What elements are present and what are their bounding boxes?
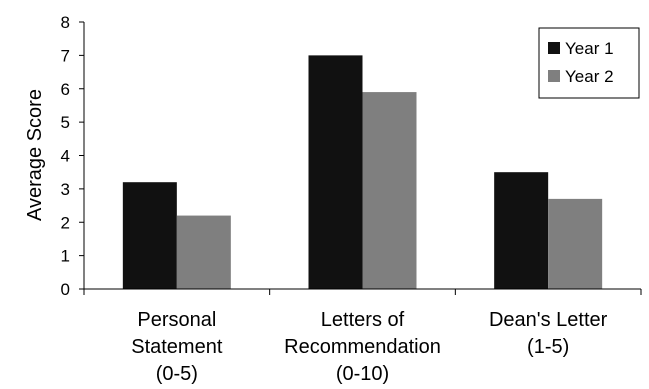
y-tick-label: 2 [61, 213, 70, 232]
y-tick-label: 6 [61, 80, 70, 99]
legend-label: Year 1 [565, 39, 614, 58]
legend-label: Year 2 [565, 67, 614, 86]
y-tick-label: 5 [61, 113, 70, 132]
y-tick-label: 8 [61, 13, 70, 32]
legend-swatch [548, 42, 560, 54]
y-tick-label: 4 [61, 147, 70, 166]
y-tick-label: 7 [61, 46, 70, 65]
y-tick-label: 0 [61, 280, 70, 299]
x-tick-label: Dean's Letter [489, 309, 608, 331]
y-axis: 0 1 2 3 4 5 6 7 8 [61, 13, 85, 299]
x-tick-label: (0-5) [156, 363, 198, 385]
bar-year-1 [122, 182, 177, 289]
x-tick-label: (1-5) [527, 336, 569, 358]
bar-year-2 [362, 92, 417, 290]
x-tick-label: (0-10) [336, 363, 389, 385]
bar-year-2 [176, 215, 231, 289]
x-tick-label: Letters of [321, 309, 405, 331]
y-tick-label: 3 [61, 180, 70, 199]
legend-box [538, 27, 640, 99]
bar-year-2 [548, 198, 603, 289]
legend: Year 1 Year 2 [538, 27, 640, 99]
x-axis: Personal Statement (0-5) Letters of Recommen… [83, 288, 642, 385]
bar-year-1 [308, 55, 363, 289]
bar-year-1 [494, 172, 549, 289]
x-tick-label: Personal [137, 309, 216, 331]
x-tick-label: Recommendation [284, 336, 441, 358]
legend-swatch [548, 70, 560, 82]
x-tick-label: Statement [131, 336, 223, 358]
y-axis-title: Average Score [24, 89, 46, 221]
bars [122, 55, 603, 290]
y-tick-label: 1 [61, 247, 70, 266]
